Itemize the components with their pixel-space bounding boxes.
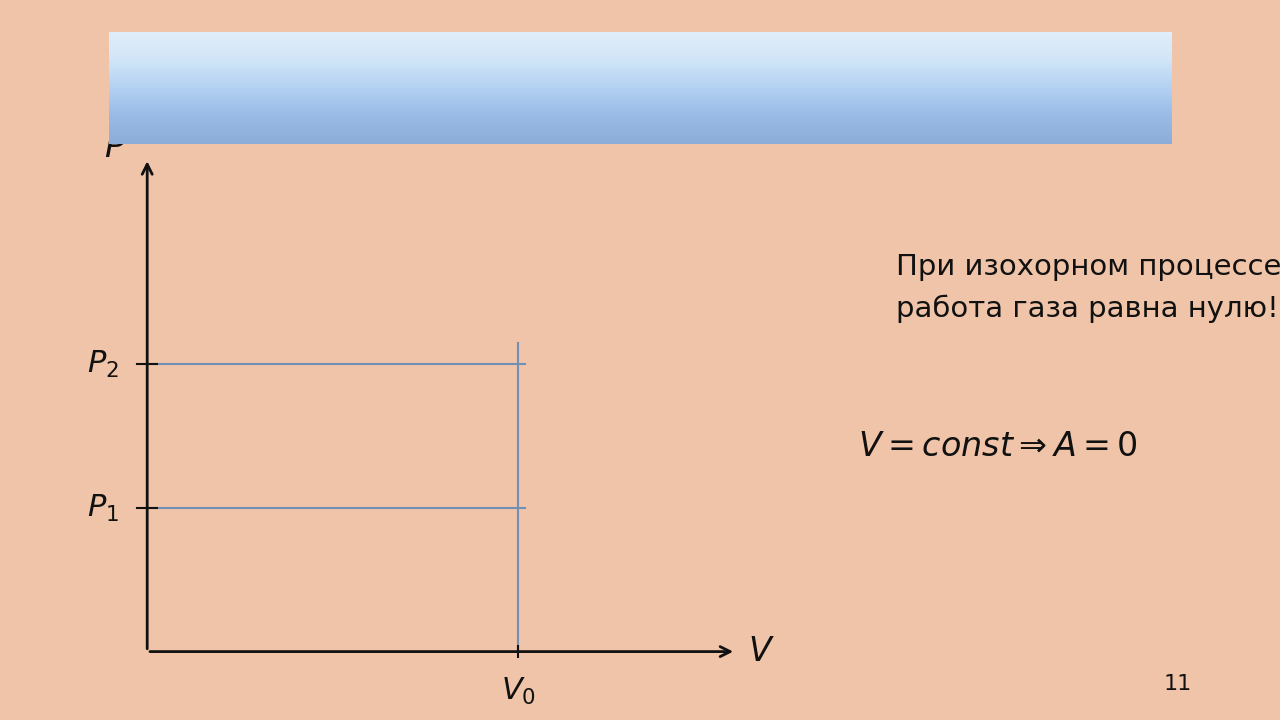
Text: $P_2$: $P_2$ [87,348,119,380]
Text: При изохорном процессе
работа газа равна нулю!: При изохорном процессе работа газа равна… [896,253,1280,323]
Text: $V$: $V$ [749,635,774,668]
Text: Работа при изохорном процессе: Работа при изохорном процессе [250,67,1030,109]
Text: 11: 11 [1164,674,1192,694]
Text: $P$: $P$ [104,131,127,164]
Text: $V_0$: $V_0$ [500,675,536,707]
Text: $V = const \Rightarrow A = 0$: $V = const \Rightarrow A = 0$ [858,430,1138,463]
Text: $P_1$: $P_1$ [87,492,119,523]
